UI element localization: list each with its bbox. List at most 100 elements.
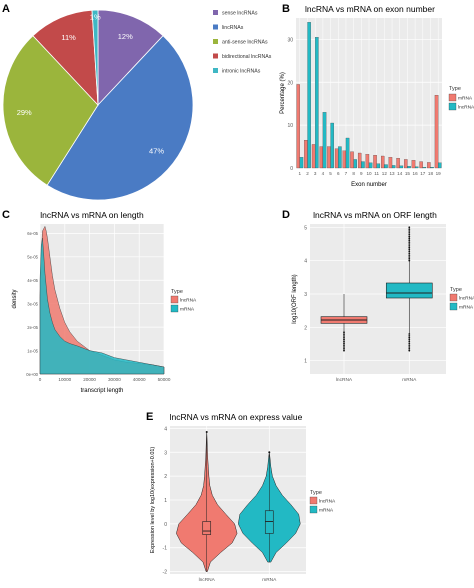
outlier-point bbox=[408, 346, 411, 348]
chart-d-legend: Type lncRNA mRNA bbox=[449, 287, 474, 311]
x-tick-label: 17 bbox=[420, 171, 426, 176]
outlier-point bbox=[408, 259, 411, 262]
pie-slice-label: 47% bbox=[149, 146, 164, 155]
outlier-point bbox=[408, 244, 411, 247]
bar bbox=[438, 162, 442, 169]
legend-title: Type bbox=[310, 490, 322, 496]
pie-slice-labels: 12% 47% 29% 11% 1% bbox=[17, 13, 165, 156]
chart-e-gridlines bbox=[170, 426, 306, 574]
bar bbox=[345, 137, 350, 169]
bar bbox=[357, 152, 362, 169]
x-tick-label: 12 bbox=[382, 171, 388, 176]
y-tick-label: 5e-05 bbox=[27, 255, 38, 260]
legend-swatch bbox=[449, 293, 458, 302]
chart-d-ticks: 1 2 3 4 5 lncRNA mRNA bbox=[304, 225, 417, 383]
pie-slice bbox=[91, 9, 99, 106]
chart-e-ylabel: Expression level by log10(expression+0.0… bbox=[150, 447, 156, 554]
outlier-point bbox=[408, 241, 411, 244]
bar bbox=[334, 148, 339, 169]
x-tick-label: 18 bbox=[428, 171, 434, 176]
legend-label: intronic lncRNAs bbox=[222, 69, 261, 75]
chart-c-density-areas bbox=[39, 225, 165, 375]
pie-slice-label: 29% bbox=[17, 108, 32, 117]
bar bbox=[419, 161, 423, 169]
x-tick-label: 3 bbox=[314, 171, 317, 176]
legend-swatch bbox=[213, 10, 218, 15]
legend-label: lncRNA bbox=[458, 105, 474, 111]
outlier-point bbox=[408, 252, 411, 255]
bar bbox=[391, 165, 396, 169]
bar bbox=[296, 84, 300, 169]
chart-e-title: lncRNA vs mRNA on express value bbox=[170, 412, 303, 422]
x-tick-label: 8 bbox=[352, 171, 355, 176]
outlier-point bbox=[408, 246, 411, 249]
y-tick-label: 1e-05 bbox=[27, 348, 38, 353]
y-tick-label: 0 bbox=[164, 522, 167, 528]
bar bbox=[350, 151, 354, 169]
x-tick-label: 11 bbox=[374, 171, 379, 176]
x-tick-label: 40000 bbox=[133, 377, 146, 382]
legend-label: mRNA bbox=[319, 508, 334, 514]
x-tick-label: 10000 bbox=[58, 377, 71, 382]
chart-c-title: lncRNA vs mRNA on length bbox=[40, 210, 144, 220]
chart-b-xlabel: Exon number bbox=[351, 182, 387, 188]
x-tick-label: mRNA bbox=[262, 577, 277, 583]
bar bbox=[327, 146, 331, 169]
legend-label: lncRNA bbox=[459, 296, 474, 302]
outlier-point bbox=[408, 228, 411, 231]
y-tick-label: 2 bbox=[304, 325, 307, 331]
outlier-point bbox=[408, 256, 411, 258]
legend-title: Type bbox=[449, 86, 461, 92]
pie-slice-label: 1% bbox=[90, 13, 101, 22]
panel-letter-b: B bbox=[282, 3, 290, 15]
bar bbox=[422, 167, 427, 169]
chart-c-xlabel: transcript length bbox=[81, 388, 124, 394]
legend-label: mRNA bbox=[180, 307, 195, 313]
x-tick-label: 19 bbox=[436, 171, 442, 176]
bar bbox=[381, 155, 385, 169]
bar bbox=[427, 162, 431, 169]
x-tick-label: 13 bbox=[389, 171, 395, 176]
outlier-point bbox=[408, 342, 411, 345]
outlier-point bbox=[408, 254, 411, 257]
legend-swatch bbox=[170, 295, 179, 304]
x-tick-label: 30000 bbox=[108, 377, 121, 382]
panel-letter-e: E bbox=[146, 411, 153, 423]
y-tick-label: 30 bbox=[287, 37, 293, 43]
x-tick-label: 7 bbox=[345, 171, 348, 176]
bar bbox=[384, 164, 388, 169]
chart-e-legend: Type lncRNA mRNA bbox=[309, 490, 336, 514]
legend-swatch bbox=[213, 24, 218, 30]
y-tick-label: 3 bbox=[304, 292, 307, 298]
legend-label: mRNA bbox=[458, 96, 473, 102]
bar bbox=[304, 140, 308, 169]
legend-swatch bbox=[449, 302, 458, 311]
pie-slice bbox=[2, 35, 99, 186]
x-tick-label: 10 bbox=[366, 171, 372, 176]
y-tick-label: -2 bbox=[163, 570, 168, 576]
y-tick-label: 2 bbox=[164, 474, 167, 480]
bar bbox=[353, 159, 357, 169]
bar bbox=[299, 157, 304, 169]
outlier-point bbox=[408, 239, 411, 242]
outlier-point bbox=[343, 342, 345, 345]
bar bbox=[365, 154, 370, 169]
outlier-point bbox=[408, 233, 411, 236]
bar bbox=[361, 161, 365, 169]
bar bbox=[399, 165, 404, 169]
y-tick-label: 1 bbox=[304, 359, 307, 365]
max-point bbox=[268, 451, 271, 454]
y-tick-label: -1 bbox=[163, 546, 168, 552]
outlier-point bbox=[343, 338, 345, 341]
bar bbox=[404, 159, 408, 169]
chart-b-title: lncRNA vs mRNA on exon number bbox=[305, 4, 435, 14]
x-tick-label: 0 bbox=[39, 377, 42, 382]
bar bbox=[396, 158, 400, 169]
x-tick-label: 50000 bbox=[158, 377, 171, 382]
legend-swatch bbox=[170, 304, 179, 313]
x-tick-label: 1 bbox=[299, 171, 302, 176]
box bbox=[385, 282, 433, 299]
x-tick-label: mRNA bbox=[402, 377, 417, 383]
panel-letter-d: D bbox=[282, 209, 290, 221]
legend-swatch bbox=[309, 496, 318, 505]
